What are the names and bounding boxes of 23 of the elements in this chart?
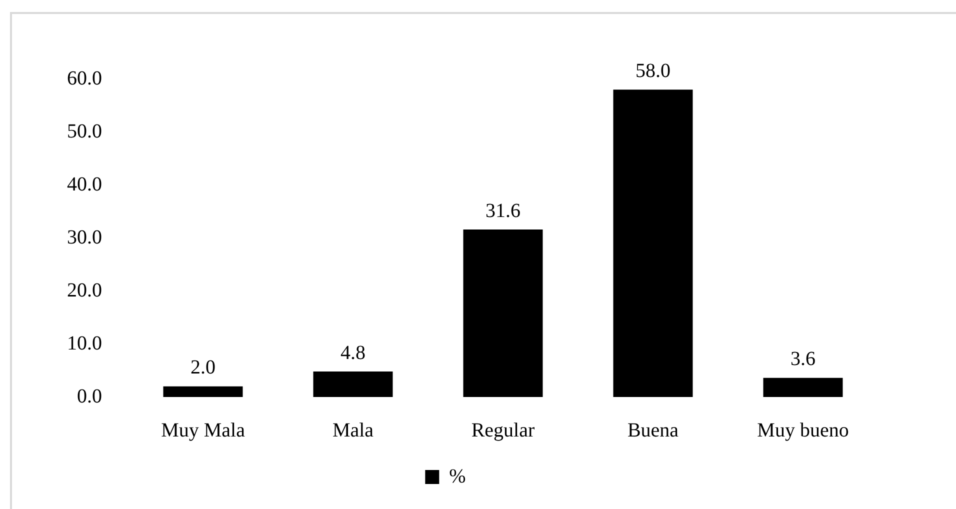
y-tick-label: 40.0 (67, 173, 102, 196)
bar (163, 386, 243, 397)
y-tick-label: 0.0 (77, 385, 102, 408)
data-label: 2.0 (190, 356, 216, 379)
bar (613, 90, 693, 397)
data-label: 3.6 (790, 348, 816, 370)
bar (463, 230, 543, 397)
data-label: 31.6 (486, 200, 520, 222)
legend-label: % (449, 465, 466, 488)
x-tick-label: Regular (471, 419, 535, 442)
x-tick-label: Muy Mala (161, 419, 246, 442)
y-tick-label: 20.0 (67, 279, 102, 302)
x-tick-label: Muy bueno (757, 419, 849, 442)
bar (763, 378, 843, 397)
x-tick-label: Buena (627, 419, 679, 442)
y-tick-label: 60.0 (67, 67, 102, 90)
y-tick-label: 50.0 (67, 120, 102, 142)
y-tick-label: 10.0 (67, 332, 102, 354)
y-tick-label: 30.0 (67, 226, 102, 248)
bar (313, 372, 393, 397)
data-label: 4.8 (340, 342, 366, 364)
x-tick-label: Mala (332, 419, 374, 442)
data-label: 58.0 (636, 60, 670, 82)
